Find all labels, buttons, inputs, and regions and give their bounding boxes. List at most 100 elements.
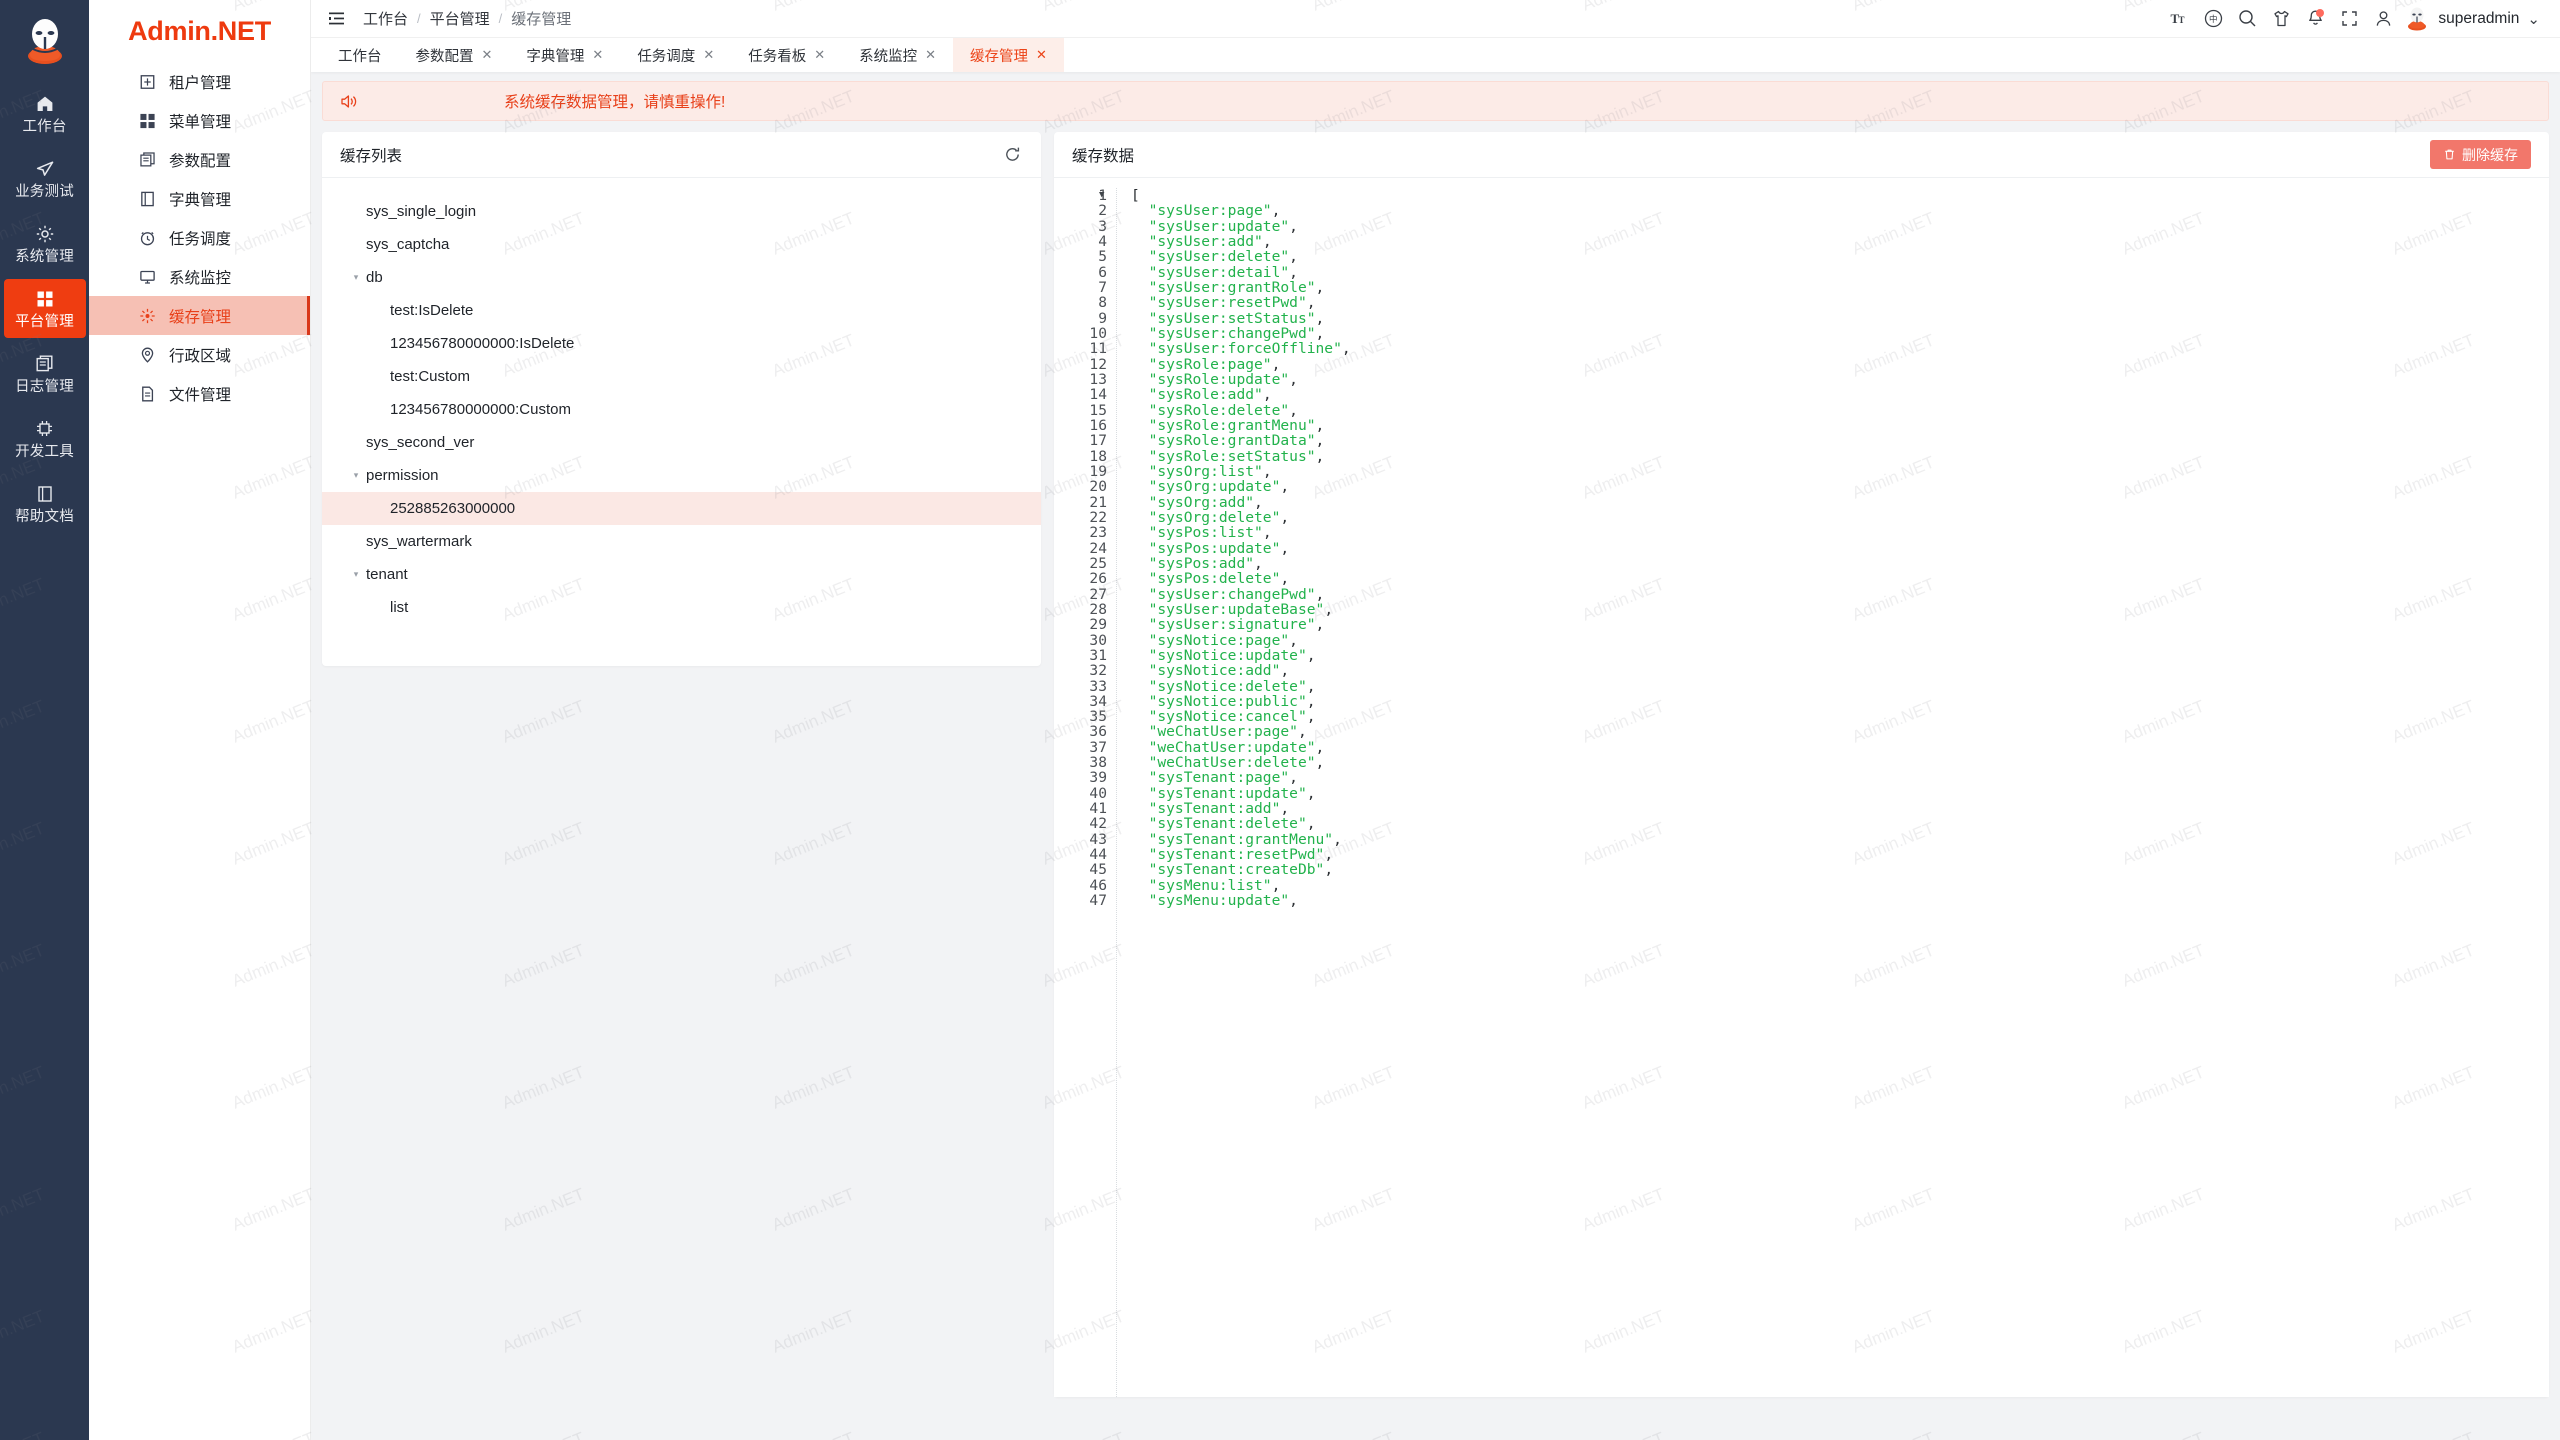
- line-number: 33: [1089, 677, 1107, 695]
- json-viewer[interactable]: 1 2 3 4 5 6 7 8 9 10 11 12 13 14 15 16 17 18 19 20 21 22 23 24 2…: [1054, 178, 2549, 1397]
- tree-node[interactable]: ▾252885263000000: [322, 492, 1041, 525]
- tree-node-label: list: [390, 599, 409, 616]
- tree-node-label: permission: [366, 467, 439, 484]
- tree-node[interactable]: ▾ db: [322, 261, 1041, 294]
- tab-close-icon[interactable]: ✕: [592, 47, 604, 62]
- tree-node[interactable]: ▾test:Custom: [322, 360, 1041, 393]
- code-line: "sysRole:grantData",: [1148, 432, 1325, 450]
- refresh-icon[interactable]: [1001, 144, 1023, 166]
- rail-item-3[interactable]: 系统管理: [4, 214, 86, 273]
- line-number: 35: [1089, 708, 1107, 726]
- submenu-item-9[interactable]: 文件管理: [89, 374, 310, 413]
- tab-1[interactable]: 工作台: [321, 38, 399, 72]
- tree-node[interactable]: ▾sys_wartermark: [322, 525, 1041, 558]
- submenu-item-3[interactable]: 参数配置: [89, 140, 310, 179]
- code-line: "sysUser:grantRole",: [1148, 278, 1325, 296]
- notification-icon[interactable]: [2298, 2, 2332, 36]
- line-number: 34: [1089, 692, 1107, 710]
- code-line: "sysOrg:list",: [1148, 462, 1272, 480]
- avatar: [2404, 6, 2430, 32]
- line-number: 22: [1089, 508, 1107, 526]
- rail-item-7[interactable]: 帮助文档: [4, 474, 86, 533]
- breadcrumb-item-1[interactable]: 工作台: [363, 11, 409, 28]
- caret-down-icon[interactable]: ▾: [353, 470, 359, 480]
- submenu-items: 租户管理菜单管理参数配置 字典管理 任务调度 系统监控 缓存管理 行政区域 文件管理: [89, 62, 310, 413]
- code-line: "sysNotice:page",: [1148, 631, 1298, 649]
- tab-5[interactable]: 任务看板 ✕: [731, 38, 842, 72]
- code-line: "sysTenant:add",: [1148, 800, 1290, 818]
- rail-item-1[interactable]: 工作台: [4, 84, 86, 143]
- language-icon[interactable]: 中: [2196, 2, 2230, 36]
- rail-item-2[interactable]: 业务测试: [4, 149, 86, 208]
- tab-close-icon[interactable]: ✕: [1036, 47, 1047, 62]
- user-menu[interactable]: superadmin ⌄: [2404, 6, 2544, 32]
- line-number: 16: [1089, 416, 1107, 434]
- tab-2[interactable]: 参数配置 ✕: [399, 38, 510, 72]
- rail-item-label: 帮助文档: [15, 508, 74, 525]
- warning-banner: 系统缓存数据管理，请慎重操作!: [322, 81, 2549, 121]
- tab-4[interactable]: 任务调度 ✕: [620, 38, 731, 72]
- tab-close-icon[interactable]: ✕: [481, 47, 493, 62]
- submenu-item-1[interactable]: 租户管理: [89, 62, 310, 101]
- fullscreen-icon[interactable]: [2332, 2, 2366, 36]
- search-icon[interactable]: [2230, 2, 2264, 36]
- tree-node[interactable]: ▾123456780000000:IsDelete: [322, 327, 1041, 360]
- tab-3[interactable]: 字典管理 ✕: [509, 38, 620, 72]
- code-line: "sysRole:grantMenu",: [1148, 416, 1325, 434]
- submenu-item-5[interactable]: 任务调度: [89, 218, 310, 257]
- tree-node[interactable]: ▾sys_single_login: [322, 195, 1041, 228]
- profile-icon[interactable]: [2366, 2, 2400, 36]
- tenant-icon: [139, 73, 156, 90]
- tree-node[interactable]: ▾ tenant: [322, 558, 1041, 591]
- breadcrumb: 工作台 / 平台管理 / 缓存管理: [363, 8, 571, 29]
- submenu-item-2[interactable]: 菜单管理: [89, 101, 310, 140]
- caret-down-icon[interactable]: ▾: [353, 569, 359, 579]
- tree-node[interactable]: ▾list: [322, 591, 1041, 624]
- code-line: "sysUser:updateBase",: [1148, 600, 1334, 618]
- content-area: 系统缓存数据管理，请慎重操作! 缓存列表: [311, 72, 2560, 1440]
- rail-item-5[interactable]: 日志管理: [4, 344, 86, 403]
- tab-6[interactable]: 系统监控 ✕: [842, 38, 953, 72]
- code-line: "sysRole:add",: [1148, 386, 1272, 404]
- rail-item-label: 开发工具: [15, 443, 74, 460]
- fold-arrow-icon[interactable]: ▼: [1099, 190, 1105, 200]
- line-number: 42: [1089, 815, 1107, 833]
- code-content[interactable]: ▼ [ "sysUser:page", "sysUser:update", "s…: [1099, 188, 2549, 1397]
- delete-cache-button[interactable]: 删除缓存: [2430, 140, 2531, 169]
- rail-item-6[interactable]: 开发工具: [4, 409, 86, 468]
- tree-node[interactable]: ▾123456780000000:Custom: [322, 393, 1041, 426]
- line-number: 30: [1089, 631, 1107, 649]
- brand-title: Admin.NET: [128, 15, 271, 46]
- rail-item-4[interactable]: 平台管理: [3, 278, 86, 338]
- tree-node[interactable]: ▾ permission: [322, 459, 1041, 492]
- delete-cache-label: 删除缓存: [2462, 146, 2518, 163]
- submenu-item-label: 菜单管理: [169, 113, 232, 131]
- code-line: "sysMenu:update",: [1148, 892, 1298, 910]
- submenu-item-4[interactable]: 字典管理: [89, 179, 310, 218]
- tab-close-icon[interactable]: ✕: [925, 47, 937, 62]
- tree-node[interactable]: ▾sys_captcha: [322, 228, 1041, 261]
- caret-down-icon[interactable]: ▾: [353, 272, 359, 282]
- line-number: 18: [1089, 447, 1107, 465]
- submenu-item-6[interactable]: 系统监控: [89, 257, 310, 296]
- breadcrumb-item-2[interactable]: 平台管理: [429, 11, 490, 28]
- tab-close-icon[interactable]: ✕: [703, 47, 715, 62]
- cache-list-panel: 缓存列表 ▾sys_single_login▾sys_captcha▾db▾te…: [322, 132, 1041, 666]
- tree-node-label: test:Custom: [390, 368, 471, 385]
- tab-close-icon[interactable]: ✕: [814, 47, 826, 62]
- app-logo: [17, 14, 73, 70]
- submenu-item-8[interactable]: 行政区域: [89, 335, 310, 374]
- chip-icon: [35, 418, 54, 440]
- submenu-item-7[interactable]: 缓存管理: [89, 296, 310, 335]
- tab-7[interactable]: 缓存管理 ✕: [953, 38, 1064, 72]
- theme-icon[interactable]: [2264, 2, 2298, 36]
- line-number: 24: [1089, 539, 1107, 557]
- code-line: "sysMenu:list",: [1148, 876, 1281, 894]
- tree-node[interactable]: ▾sys_second_ver: [322, 426, 1041, 459]
- tree-node[interactable]: ▾test:IsDelete: [322, 294, 1041, 327]
- code-line: "sysUser:changePwd",: [1148, 324, 1325, 342]
- menu-collapse-icon[interactable]: [325, 8, 347, 30]
- tab-label: 参数配置: [415, 48, 474, 65]
